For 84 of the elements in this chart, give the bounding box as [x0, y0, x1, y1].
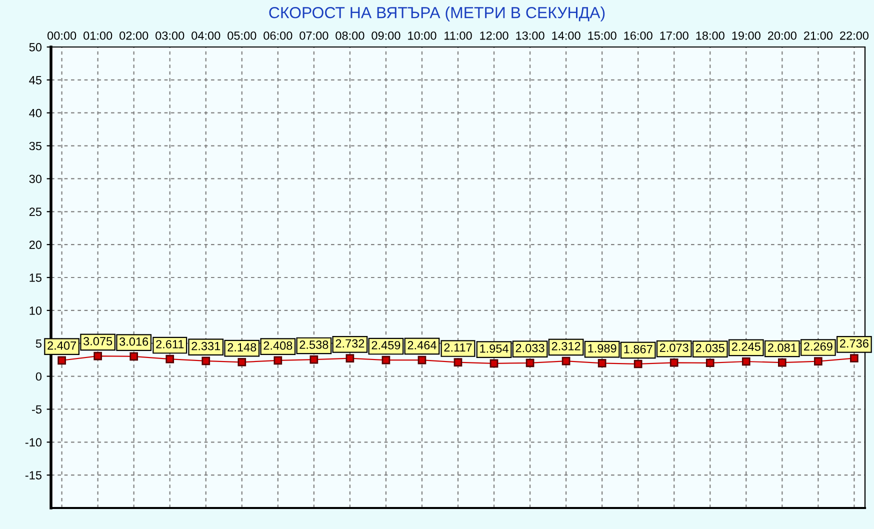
- point: [742, 357, 750, 366]
- point: [310, 355, 318, 364]
- data-label: 2.073: [660, 344, 688, 352]
- x-tick-label: 16:00: [624, 31, 652, 40]
- x-tick-label: 19:00: [732, 31, 760, 40]
- x-tick-label: 20:00: [768, 31, 796, 40]
- point: [598, 359, 606, 368]
- y-tick-label: 10: [30, 306, 42, 315]
- data-label: 2.538: [300, 340, 328, 349]
- data-label: 2.407: [48, 341, 76, 350]
- y-tick-label: 20: [29, 240, 42, 249]
- point: [94, 352, 102, 360]
- x-tick-label: 05:00: [228, 31, 256, 40]
- x-tick-label: 03:00: [156, 31, 184, 40]
- data-label: 2.081: [768, 344, 796, 352]
- data-label: 2.611: [156, 340, 184, 348]
- x-tick-label: 14:00: [552, 31, 580, 40]
- x-tick-label: 07:00: [300, 31, 328, 40]
- x-tick-label: 06:00: [264, 31, 292, 40]
- point: [562, 356, 570, 366]
- data-label: 2.464: [408, 341, 436, 350]
- point: [238, 358, 246, 366]
- x-tick-label: 18:00: [696, 31, 724, 40]
- point: [454, 358, 462, 367]
- point: [814, 357, 822, 366]
- point: [418, 356, 426, 364]
- point: [706, 358, 714, 368]
- data-label: 1.867: [624, 344, 652, 354]
- x-tick-label: 01:00: [84, 31, 112, 40]
- y-tick-label: -10: [25, 438, 42, 447]
- point: [778, 358, 786, 367]
- point: [346, 354, 354, 362]
- point: [130, 352, 138, 361]
- y-tick-label: 25: [29, 208, 42, 216]
- x-tick-label: 15:00: [588, 31, 616, 40]
- y-tick-label: 35: [29, 142, 42, 150]
- y-tick-label: 40: [29, 108, 42, 118]
- x-tick-label: 10:00: [408, 31, 436, 40]
- point: [166, 354, 174, 364]
- point: [490, 359, 498, 368]
- x-tick-label: 08:00: [336, 31, 364, 40]
- x-tick-label: 13:00: [516, 31, 544, 40]
- data-label: 2.245: [732, 342, 760, 351]
- point: [526, 358, 534, 368]
- y-tick-label: 30: [29, 174, 42, 184]
- data-label: 1.989: [588, 344, 616, 353]
- data-label: 2.312: [552, 342, 580, 350]
- x-tick-label: 04:00: [192, 31, 220, 40]
- point: [850, 354, 858, 362]
- y-tick-label: 5: [36, 340, 42, 348]
- chart-title: СКОРОСТ НА ВЯТЪРА (МЕТРИ В СЕКУНДА): [269, 6, 605, 22]
- data-label: 2.035: [696, 344, 724, 352]
- x-tick-label: 00:00: [47, 31, 76, 40]
- data-label: 2.117: [444, 343, 472, 352]
- point: [202, 356, 210, 366]
- data-label: 2.331: [192, 342, 220, 350]
- data-label: 3.075: [84, 337, 112, 346]
- x-tick-label: 11:00: [444, 31, 472, 40]
- data-label: 2.736: [840, 339, 868, 348]
- data-label: 2.148: [228, 343, 256, 352]
- point: [382, 356, 390, 364]
- x-tick-label: 22:00: [840, 31, 869, 40]
- y-tick-label: 45: [29, 76, 42, 84]
- y-tick-label: -5: [32, 405, 42, 414]
- y-tick-label: 0: [36, 372, 42, 381]
- x-tick-label: 02:00: [120, 31, 148, 40]
- point: [58, 356, 66, 365]
- data-label: 2.408: [264, 341, 292, 350]
- point: [634, 360, 642, 368]
- data-label: 2.459: [372, 341, 400, 350]
- x-tick-label: 12:00: [480, 31, 508, 40]
- x-tick-label: 17:00: [660, 31, 688, 40]
- y-tick-label: 50: [29, 43, 42, 52]
- data-label: 2.033: [516, 344, 544, 352]
- x-tick-label: 09:00: [372, 31, 400, 40]
- data-label: 3.016: [120, 337, 148, 346]
- data-label: 1.954: [480, 344, 508, 353]
- x-tick-label: 21:00: [804, 31, 832, 40]
- y-tick-label: 15: [30, 274, 42, 282]
- point: [670, 358, 678, 367]
- data-label: 2.732: [336, 339, 364, 348]
- data-label: 2.269: [804, 342, 832, 351]
- point: [274, 356, 282, 365]
- y-tick-label: -15: [25, 471, 42, 480]
